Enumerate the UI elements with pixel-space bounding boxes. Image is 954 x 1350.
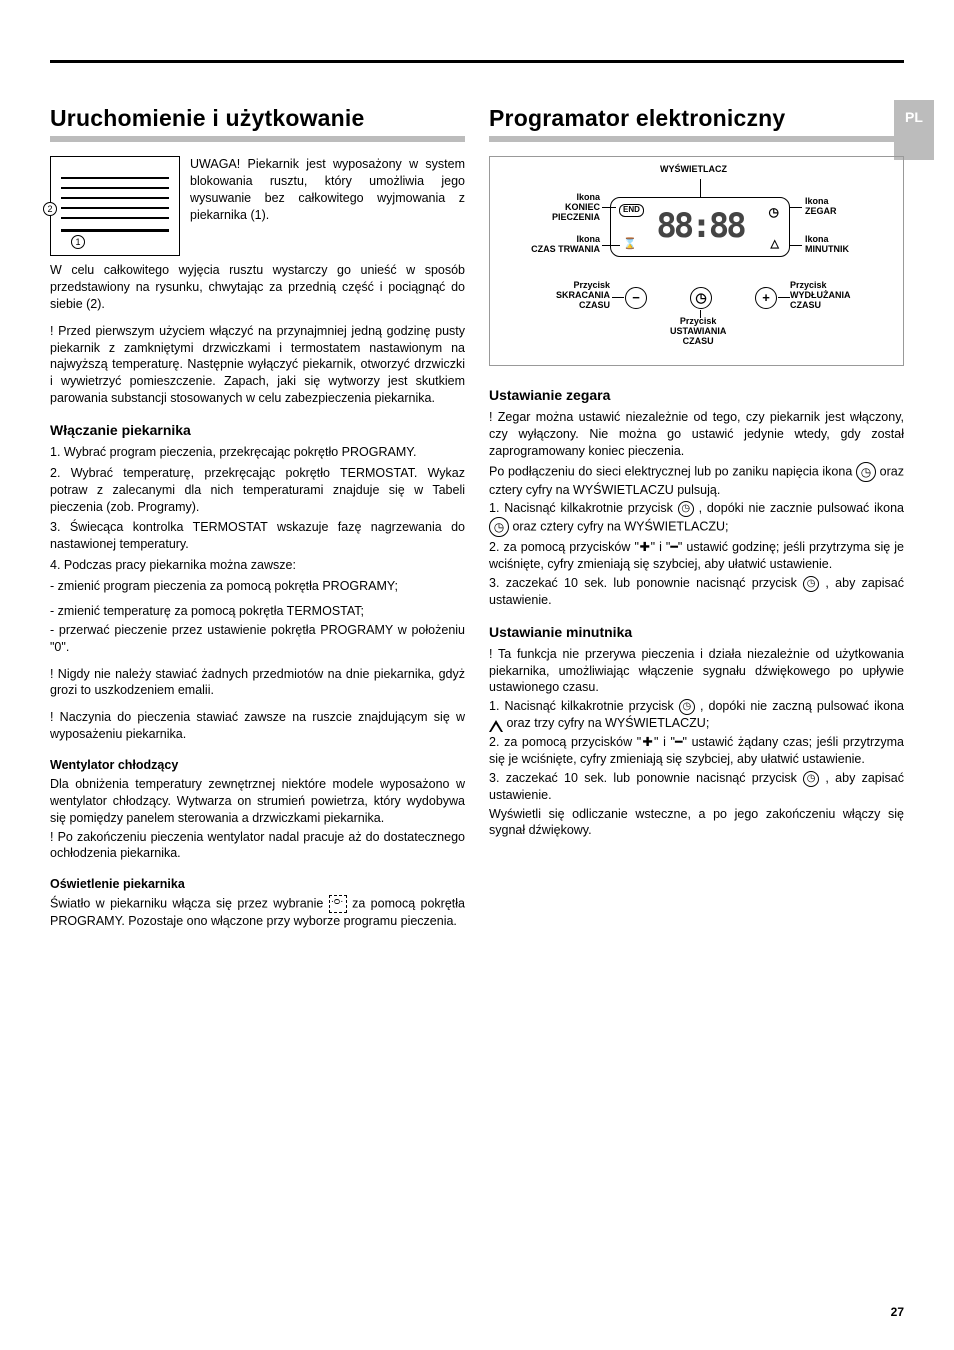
left-column: Uruchomienie i użytkowanie 2 1 UWAGA! Pi… [50, 103, 465, 940]
timer-p5: Wyświetli się odliczanie wsteczne, a po … [489, 806, 904, 840]
timer-p4a: 3. zaczekać 10 sek. lub ponownie nacisną… [489, 771, 803, 785]
set-button-icon: ◷ [690, 287, 712, 309]
clock-p3c: oraz cztery cyfry na WYŚWIETLACZU; [512, 520, 728, 534]
fan-text-2: ! Po zakończeniu pieczenia wentylator na… [50, 829, 465, 863]
fan-text-1: Dla obniżenia temperatury zewnętrznej ni… [50, 776, 465, 827]
heading-cooling-fan: Wentylator chłodzący [50, 757, 465, 774]
set-button-inline-icon: ◷ [678, 501, 694, 517]
heading-set-timer: Ustawianie minutnika [489, 623, 904, 642]
clock-p4: 2. za pomocą przycisków "✚" i "━" ustawi… [489, 539, 904, 573]
label-plus: Przycisk WYDŁUŻANIA CZASU [790, 281, 851, 311]
step-3: 3. Świecąca kontrolka TERMOSTAT wskazuje… [50, 519, 465, 553]
timer-p2c: oraz trzy cyfry na WYŚWIETLACZU; [506, 716, 709, 730]
bell-triangle-icon [489, 720, 503, 732]
label-duration-icon: Ikona CZAS TRWANIA [500, 235, 600, 255]
clock-p2a: Po podłączeniu do sieci elektrycznej lub… [489, 464, 856, 478]
display-box: END 88:88 ◷ ⌛ △ [610, 197, 790, 257]
step-4a: - zmienić program pieczenia za pomocą po… [50, 578, 465, 595]
clock-p2: Po podłączeniu do sieci elektrycznej lub… [489, 462, 904, 499]
label-display: WYŚWIETLACZ [660, 165, 727, 175]
light-icon [329, 895, 347, 913]
page-number: 27 [891, 1304, 904, 1320]
clock-p5: 3. zaczekać 10 sek. lub ponownie nacisną… [489, 575, 904, 609]
clock-mode-icon: ◷ [856, 462, 876, 482]
section-title-programmer: Programator elektroniczny [489, 103, 904, 142]
section-title-operation: Uruchomienie i użytkowanie [50, 103, 465, 142]
set-button-inline-icon-2: ◷ [803, 576, 819, 592]
label-timer-icon: Ikona MINUTNIK [805, 235, 849, 255]
clock-p3b: , dopóki nie zacznie pulsować ikona [699, 501, 904, 515]
intro-text-1: UWAGA! Piekarnik jest wyposażony w syste… [190, 156, 465, 224]
light-text: Światło w piekarniku włącza się przez wy… [50, 895, 465, 930]
clock-p3: 1. Nacisnąć kilkakrotnie przycisk ◷ , do… [489, 500, 904, 537]
intro-row: 2 1 UWAGA! Piekarnik jest wyposażony w s… [50, 156, 465, 256]
step-2: 2. Wybrać temperaturę, przekręcając pokr… [50, 465, 465, 516]
clock-p3a: 1. Nacisnąć kilkakrotnie przycisk [489, 501, 678, 515]
timer-p2b: , dopóki nie zaczną pulsować ikona [700, 699, 904, 713]
intro-text-2: W celu całkowitego wyjęcia rusztu wystar… [50, 262, 465, 313]
programmer-diagram: WYŚWIETLACZ END 88:88 ◷ ⌛ △ Ikona KONIEC… [489, 156, 904, 366]
light-text-a: Światło w piekarniku włącza się przez wy… [50, 896, 329, 910]
label-set: Przycisk USTAWIANIA CZASU [670, 317, 726, 347]
step-4: 4. Podczas pracy piekarnika można zawsze… [50, 557, 465, 574]
timer-p1: ! Ta funkcja nie przerywa pieczenia i dz… [489, 646, 904, 697]
right-column: Programator elektroniczny WYŚWIETLACZ EN… [489, 103, 904, 940]
seven-segment: 88:88 [656, 204, 743, 250]
minus-button-icon: − [625, 287, 647, 309]
oven-rack-diagram: 2 1 [50, 156, 180, 256]
warning-first-use: ! Przed pierwszym użyciem włączyć na prz… [50, 323, 465, 407]
language-tab: PL [894, 100, 934, 160]
step-4b: - zmienić temperaturę za pomocą pokrętła… [50, 603, 465, 620]
clock-mode-icon-2: ◷ [489, 517, 509, 537]
heading-set-clock: Ustawianie zegara [489, 386, 904, 405]
timer-p4: 3. zaczekać 10 sek. lub ponownie nacisną… [489, 770, 904, 804]
step-1: 1. Wybrać program pieczenia, przekręcają… [50, 444, 465, 461]
label-clock-icon: Ikona ZEGAR [805, 197, 837, 217]
heading-turn-on: Włączanie piekarnika [50, 421, 465, 440]
content-columns: Uruchomienie i użytkowanie 2 1 UWAGA! Pi… [50, 103, 904, 940]
plus-button-icon: + [755, 287, 777, 309]
warning-bottom: ! Nigdy nie należy stawiać żadnych przed… [50, 666, 465, 700]
set-button-inline-icon-3: ◷ [679, 699, 695, 715]
clock-p1: ! Zegar można ustawić niezależnie od teg… [489, 409, 904, 460]
heading-oven-light: Oświetlenie piekarnika [50, 876, 465, 893]
timer-p3: 2. za pomocą przycisków "✚" i "━" ustawi… [489, 734, 904, 768]
top-rule [50, 60, 904, 63]
set-button-inline-icon-4: ◷ [803, 771, 819, 787]
timer-p2a: 1. Nacisnąć kilkakrotnie przycisk [489, 699, 679, 713]
label-end-icon: Ikona KONIEC PIECZENIA [500, 193, 600, 223]
warning-rack: ! Naczynia do pieczenia stawiać zawsze n… [50, 709, 465, 743]
timer-p2: 1. Nacisnąć kilkakrotnie przycisk ◷ , do… [489, 698, 904, 732]
step-4c: - przerwać pieczenie przez ustawienie po… [50, 622, 465, 656]
label-minus: Przycisk SKRACANIA CZASU [500, 281, 610, 311]
clock-p5a: 3. zaczekać 10 sek. lub ponownie nacisną… [489, 576, 803, 590]
